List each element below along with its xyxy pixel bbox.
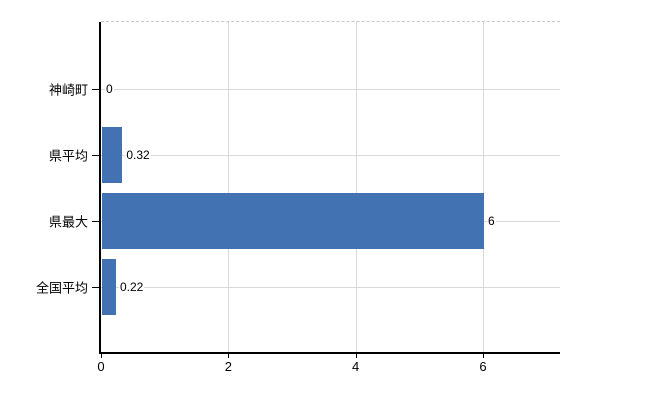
x-axis-tick: [482, 354, 484, 358]
bar: [102, 127, 123, 183]
category-tick: [92, 89, 100, 90]
category-label: 県最大: [48, 214, 88, 230]
x-axis-line: [99, 352, 560, 354]
x-gridline: [355, 22, 357, 352]
y-gridline: [101, 155, 560, 156]
bar-value-label: 0.32: [125, 148, 151, 162]
bar-value-label: 6: [486, 214, 496, 228]
x-gridline: [482, 22, 484, 352]
x-axis-tick: [101, 354, 102, 358]
plot-top-border: [101, 21, 560, 22]
y-gridline: [101, 287, 560, 288]
category-tick: [92, 155, 100, 156]
bar-value-label: 0.22: [119, 280, 145, 294]
category-label: 神崎町: [48, 82, 88, 98]
y-axis-line: [99, 22, 101, 354]
x-axis-tick: [355, 354, 357, 358]
bar: [102, 259, 116, 315]
y-gridline: [101, 89, 560, 90]
category-label: 県平均: [48, 148, 88, 164]
category-label: 全国平均: [35, 280, 88, 296]
x-tick-label: 6: [479, 359, 487, 374]
x-tick-label: 2: [224, 359, 232, 374]
bar: [102, 193, 484, 249]
x-tick-label: 0: [97, 359, 105, 374]
x-gridline: [228, 22, 230, 352]
category-tick: [92, 221, 100, 222]
category-tick: [92, 287, 100, 288]
x-axis-tick: [228, 354, 230, 358]
x-tick-label: 4: [352, 359, 360, 374]
bar-value-label: 0: [105, 82, 114, 96]
